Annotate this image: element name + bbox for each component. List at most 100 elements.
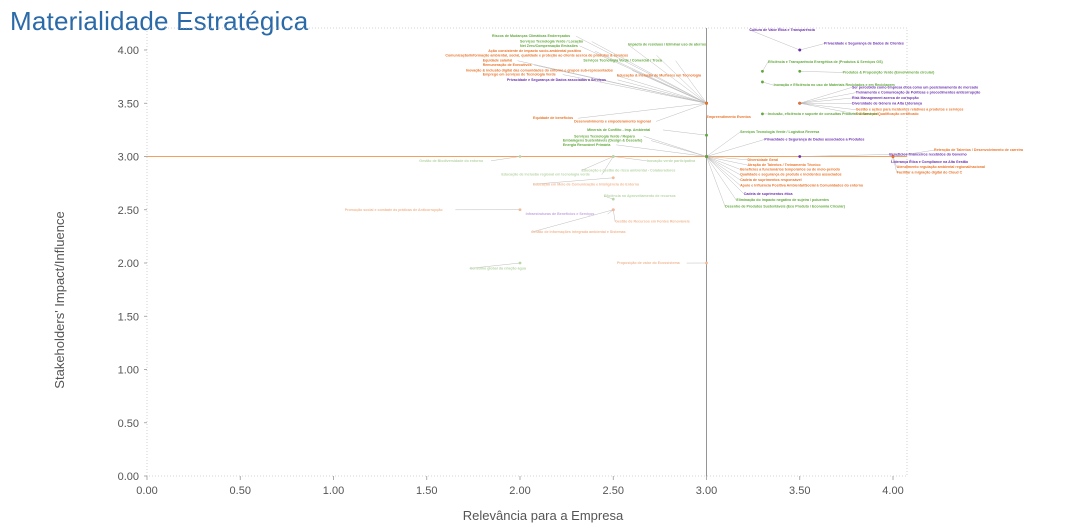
data-point bbox=[705, 101, 708, 105]
data-point bbox=[611, 176, 615, 180]
point-label: Empreendimento Eventos bbox=[707, 115, 751, 119]
leader-line bbox=[799, 92, 856, 104]
point-label: Atração de Talentos / Treinamento Técnic… bbox=[748, 163, 822, 167]
data-point bbox=[705, 155, 708, 158]
leader-line bbox=[533, 177, 614, 185]
leader-line bbox=[892, 156, 897, 173]
y-tick-label: 3.50 bbox=[118, 98, 139, 110]
leader-line bbox=[533, 64, 707, 104]
leader-line bbox=[613, 209, 616, 222]
point-label: Serviços Tecnologia Verde / Reparo bbox=[574, 134, 636, 138]
y-tick-label: 4.00 bbox=[118, 45, 139, 57]
y-tick-label: 0.50 bbox=[118, 418, 139, 430]
leader-line bbox=[799, 97, 852, 104]
point-label: Educação e gestão do risco ambiental - C… bbox=[582, 168, 676, 172]
point-label: Desenho de Produtos Sustentáveis (Eco Pr… bbox=[725, 205, 846, 209]
point-label: Educação & inclusão de Mulheres em Tecno… bbox=[617, 74, 702, 78]
point-label: Comunicação/Informação ambiental, social… bbox=[445, 53, 628, 57]
leader-line bbox=[656, 103, 707, 122]
x-tick-label: 1.00 bbox=[323, 485, 344, 497]
point-label: Net Zero/Compensação Emissões bbox=[520, 44, 578, 48]
leader-line bbox=[616, 75, 707, 104]
leader-line bbox=[799, 103, 856, 115]
leader-line bbox=[531, 209, 614, 233]
point-label: Diversidade de Gênero na Alta Liderança bbox=[852, 101, 923, 105]
leader-line bbox=[799, 154, 890, 157]
leader-line bbox=[591, 41, 707, 104]
tick-layer: 0.00 0.50 1.00 1.50 2.00 2.50 3.00 3.50 4.00 0.00… bbox=[118, 45, 904, 497]
leader-line bbox=[706, 156, 748, 166]
leader-line bbox=[613, 156, 647, 162]
x-tick-label: 3.00 bbox=[696, 485, 717, 497]
leader-line bbox=[662, 129, 707, 136]
point-label: Treinamento e Comunicação de Políticas e… bbox=[856, 91, 981, 95]
data-point bbox=[518, 155, 522, 158]
leader-line bbox=[706, 131, 741, 157]
leader-lines bbox=[455, 29, 935, 269]
data-point bbox=[798, 155, 802, 158]
leader-line bbox=[706, 139, 765, 157]
point-label: Produtos & Proposição Verde (Envolviment… bbox=[843, 70, 935, 74]
leader-line bbox=[603, 195, 614, 200]
data-point bbox=[798, 48, 802, 52]
point-label: Energia Renovável Primária bbox=[563, 143, 612, 147]
data-point bbox=[705, 133, 708, 137]
point-label: Equidade de benefícios bbox=[533, 116, 573, 120]
point-label: Privacidade e Segurança de Dados de Clie… bbox=[824, 42, 904, 46]
point-label: Inclusão, eficiência e suporte de consul… bbox=[768, 112, 877, 116]
point-label: Diversidade Geral bbox=[748, 158, 779, 162]
leader-line bbox=[675, 60, 707, 104]
leader-line bbox=[581, 156, 614, 171]
leader-line bbox=[562, 74, 707, 104]
point-label: Liderança Ética e Compliance na Alta Ges… bbox=[891, 159, 969, 164]
leader-line bbox=[799, 103, 856, 110]
point-label: Educação de inclusão regional em tecnolo… bbox=[501, 173, 589, 177]
data-point bbox=[611, 197, 615, 201]
point-label: Gestão de Informações integrada ambienta… bbox=[531, 230, 625, 234]
point-label: Gestão de Recursos em Fontes Renováveis bbox=[615, 220, 690, 224]
point-label: Privacidade e Segurança de Dados associa… bbox=[764, 138, 864, 142]
data-point bbox=[798, 101, 802, 105]
point-label: Serviços Tecnologia Verde / Logística Re… bbox=[740, 130, 820, 134]
y-tick-label: 1.50 bbox=[118, 311, 139, 323]
leader-line bbox=[799, 43, 825, 51]
point-label: Eliminação do impacto negativo de sujeir… bbox=[736, 198, 829, 202]
chart-title: Materialidade Estratégica bbox=[10, 6, 309, 36]
leader-line bbox=[656, 55, 707, 104]
y-tick-label: 1.00 bbox=[118, 365, 139, 377]
x-tick-label: 0.00 bbox=[136, 485, 157, 497]
leader-line bbox=[706, 156, 726, 207]
point-label: Facilitar a migração digital do Cloud C bbox=[897, 171, 963, 175]
x-tick-label: 2.50 bbox=[603, 485, 624, 497]
y-tick-label: 2.00 bbox=[118, 258, 139, 270]
leader-line bbox=[706, 156, 737, 201]
point-label: Remuneração de Executivos bbox=[483, 63, 532, 67]
leader-line bbox=[706, 156, 741, 186]
point-label: Impacto de resíduos / Eliminar uso de at… bbox=[628, 43, 706, 47]
leader-line bbox=[799, 71, 843, 73]
leader-line bbox=[469, 262, 521, 269]
x-axis-label: Relevância para a Empresa bbox=[463, 508, 624, 523]
point-label: Apoio e Influência Positiva Ambiental/So… bbox=[740, 183, 864, 187]
data-point bbox=[761, 69, 764, 73]
point-label: Ser percebido como empresa ética como um… bbox=[852, 85, 979, 89]
data-point bbox=[611, 155, 615, 158]
point-label: Proposição de valor do Ecossistema bbox=[617, 261, 681, 265]
point-label: Inovação & inclusão digital das comunida… bbox=[466, 68, 613, 72]
leader-line bbox=[575, 35, 707, 104]
point-label: Serviços Tecnologia Verde / Locação bbox=[520, 40, 584, 44]
data-point bbox=[761, 80, 764, 84]
point-label: Emprego em serviços de Tecnologia Verde bbox=[483, 73, 556, 77]
y-tick-label: 0.00 bbox=[118, 471, 139, 483]
leader-line bbox=[706, 156, 744, 195]
data-points bbox=[518, 48, 895, 265]
point-label: Equidade salarial bbox=[483, 59, 513, 63]
leader-line bbox=[706, 156, 741, 181]
data-point bbox=[611, 208, 615, 212]
leader-line bbox=[650, 140, 707, 157]
data-point bbox=[798, 69, 802, 73]
point-label: Gestão e ações para incidentes relativos… bbox=[856, 108, 964, 112]
point-label: Cultura de Valor Ética e Transparência bbox=[749, 27, 816, 32]
point-label: Riscos de Mudanças Climáticas Endereçado… bbox=[492, 34, 570, 38]
leader-line bbox=[616, 144, 707, 157]
